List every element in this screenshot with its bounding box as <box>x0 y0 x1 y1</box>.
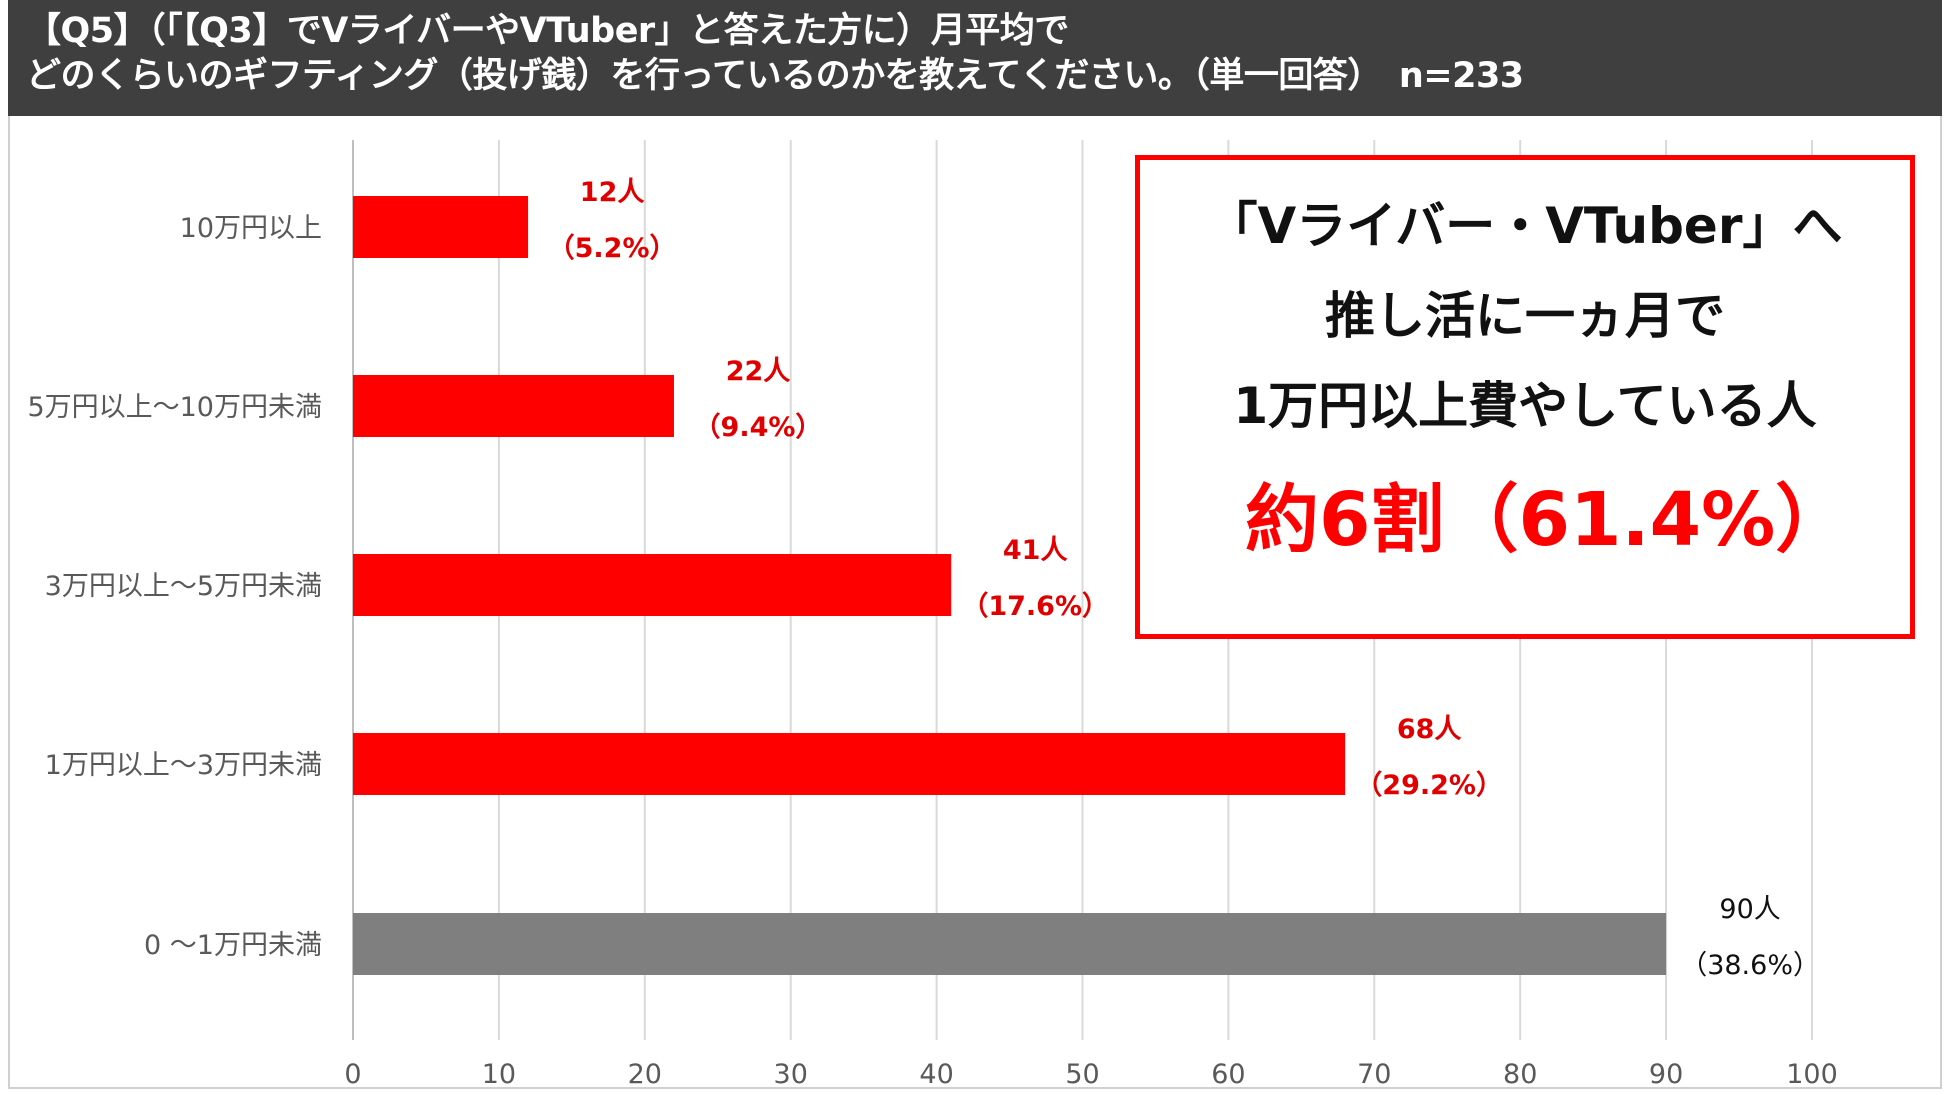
category-label: 10万円以上 <box>180 213 322 244</box>
bar <box>353 375 674 437</box>
x-tick-label: 100 <box>1786 1059 1838 1090</box>
percent-label: （38.6%） <box>1680 950 1820 981</box>
callout-highlight: 約6割（61.4%） <box>1245 477 1850 563</box>
category-label: 5万円以上～10万円未満 <box>27 392 322 423</box>
count-label: 90人 <box>1719 894 1780 925</box>
x-tick-label: 0 <box>344 1059 361 1090</box>
count-label: 22人 <box>726 356 791 387</box>
x-tick-label: 30 <box>774 1059 808 1090</box>
callout-line-2: 推し活に一ヵ月で <box>1325 287 1725 345</box>
count-label: 41人 <box>1003 535 1068 566</box>
category-label: 0 ～1万円未満 <box>144 930 322 961</box>
x-tick-label: 50 <box>1065 1059 1099 1090</box>
percent-label: （17.6%） <box>961 591 1109 622</box>
x-tick-label: 70 <box>1357 1059 1391 1090</box>
x-tick-label: 20 <box>628 1059 662 1090</box>
x-tick-label: 60 <box>1211 1059 1245 1090</box>
bar <box>353 554 952 616</box>
count-label: 12人 <box>580 177 645 208</box>
question-header: 【Q5】（「【Q3】でVライバーやVTuber」と答えた方に）月平均で どのくら… <box>8 0 1942 116</box>
summary-callout: 「Vライバー・VTuber」へ 推し活に一ヵ月で 1万円以上費やしている人 約6… <box>1135 155 1915 639</box>
callout-line-1: 「Vライバー・VTuber」へ <box>1207 197 1843 255</box>
x-tick-label: 90 <box>1649 1059 1683 1090</box>
x-tick-label: 40 <box>919 1059 953 1090</box>
count-label: 68人 <box>1397 714 1462 745</box>
category-label: 1万円以上～3万円未満 <box>45 750 322 781</box>
x-tick-label: 10 <box>482 1059 516 1090</box>
percent-label: （9.4%） <box>694 412 823 443</box>
bar <box>353 913 1667 975</box>
question-title-line-1: 【Q5】（「【Q3】でVライバーやVTuber」と答えた方に）月平均で <box>26 11 1069 51</box>
bar <box>353 733 1346 795</box>
bar <box>353 196 529 258</box>
percent-label: （29.2%） <box>1355 770 1503 801</box>
x-tick-label: 80 <box>1503 1059 1537 1090</box>
category-label: 3万円以上～5万円未満 <box>45 571 322 602</box>
percent-label: （5.2%） <box>548 233 677 264</box>
callout-line-3: 1万円以上費やしている人 <box>1233 377 1817 435</box>
question-title-line-2: どのくらいのギフティング（投げ銭）を行っているのかを教えてください。（単一回答）… <box>26 56 1524 96</box>
